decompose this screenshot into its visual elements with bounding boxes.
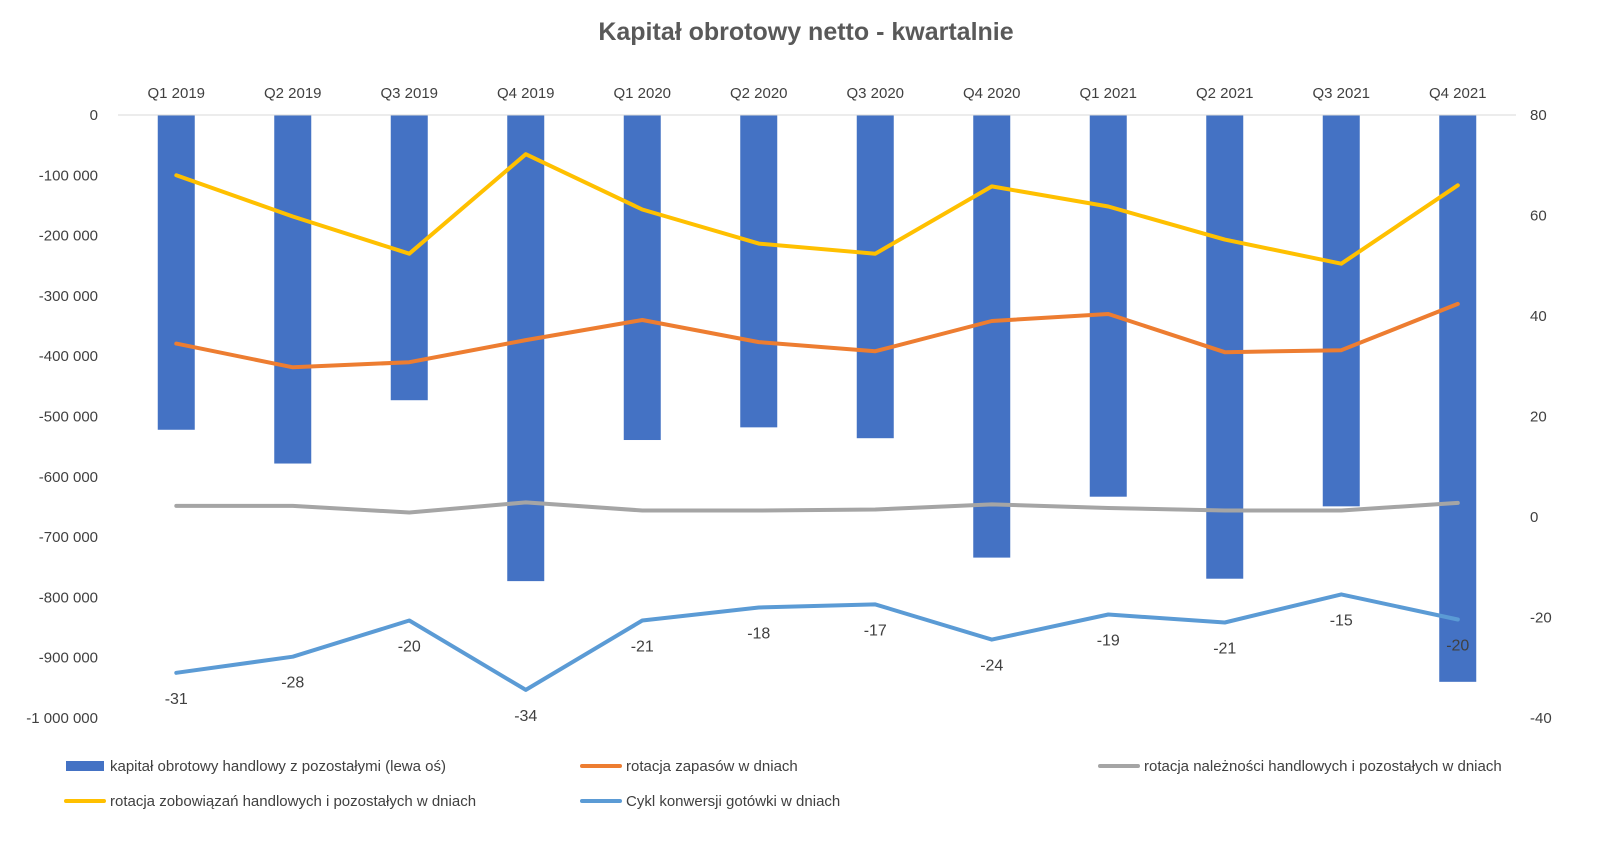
series-line	[174, 500, 1460, 515]
data-label: -34	[514, 708, 537, 725]
category-label: Q1 2021	[1079, 85, 1137, 102]
bar	[507, 115, 545, 582]
category-label: Q2 2019	[264, 85, 322, 102]
data-label: -20	[1446, 638, 1469, 655]
y-right-tick-label: 20	[1530, 409, 1547, 426]
data-label: -17	[864, 622, 887, 639]
y-left-tick-label: -900 000	[39, 650, 98, 667]
bar	[740, 115, 778, 428]
category-label: Q3 2020	[846, 85, 904, 102]
y-right-tick-label: 0	[1530, 509, 1538, 526]
legend-label: kapitał obrotowy handlowy z pozostałymi …	[110, 758, 446, 775]
category-label: Q1 2019	[147, 85, 205, 102]
y-right-tick-label: 80	[1530, 107, 1547, 124]
category-label: Q4 2021	[1429, 85, 1487, 102]
y-left-tick-label: -500 000	[39, 409, 98, 426]
data-label: -21	[631, 639, 654, 656]
y-left-tick-label: -200 000	[39, 228, 98, 245]
legend-label: Cykl konwersji gotówki w dniach	[626, 793, 840, 810]
chart-title: Kapitał obrotowy netto - kwartalnie	[598, 18, 1013, 46]
line-layer	[174, 152, 1460, 692]
legend-label: rotacja należności handlowych i pozostał…	[1144, 758, 1502, 775]
bar	[856, 115, 894, 439]
legend-layer: kapitał obrotowy handlowy z pozostałymi …	[64, 758, 1502, 810]
data-label: -20	[398, 639, 421, 656]
y-right-tick-label: 40	[1530, 308, 1547, 325]
legend-swatch	[66, 761, 104, 771]
bar-layer	[157, 115, 1477, 682]
data-label: -28	[281, 675, 304, 692]
y-left-tick-label: -300 000	[39, 288, 98, 305]
category-label: Q4 2020	[963, 85, 1021, 102]
data-label: -15	[1330, 612, 1353, 629]
series-line	[174, 152, 1460, 266]
label-layer: -31 -28 -20 -34 -21 -18 -17 -24 -19 -21 -15 -20	[165, 612, 1470, 724]
series-line	[174, 592, 1460, 692]
category-label: Q3 2021	[1312, 85, 1370, 102]
legend-label: rotacja zobowiązań handlowych i pozostał…	[110, 793, 476, 810]
bar	[623, 115, 661, 441]
data-label: -21	[1213, 641, 1236, 658]
y-left-tick-label: -600 000	[39, 469, 98, 486]
bar	[973, 115, 1011, 558]
bar	[1439, 115, 1477, 682]
data-label: -24	[980, 658, 1003, 675]
y-left-tick-label: -700 000	[39, 529, 98, 546]
axis-layer: 0 -100 000 -200 000 -300 000 -400 000 -500 00…	[26, 85, 1551, 727]
y-left-tick-label: -400 000	[39, 348, 98, 365]
data-label: -19	[1097, 632, 1120, 649]
y-left-tick-label: -100 000	[39, 167, 98, 184]
y-right-tick-label: -20	[1530, 610, 1552, 627]
bar	[390, 115, 428, 401]
bar	[274, 115, 312, 464]
data-label: -18	[747, 625, 770, 642]
category-label: Q4 2019	[497, 85, 555, 102]
bar	[1322, 115, 1360, 507]
category-label: Q2 2020	[730, 85, 788, 102]
y-right-tick-label: -40	[1530, 710, 1552, 727]
legend-label: rotacja zapasów w dniach	[626, 758, 798, 775]
category-label: Q1 2020	[613, 85, 671, 102]
category-label: Q2 2021	[1196, 85, 1254, 102]
bar	[157, 115, 195, 430]
y-left-tick-label: 0	[90, 107, 98, 124]
y-left-tick-label: -800 000	[39, 589, 98, 606]
category-label: Q3 2019	[380, 85, 438, 102]
data-label: -31	[165, 691, 188, 708]
bar	[1089, 115, 1127, 497]
y-left-tick-label: -1 000 000	[26, 710, 98, 727]
y-right-tick-label: 60	[1530, 208, 1547, 225]
series-line	[174, 301, 1460, 370]
